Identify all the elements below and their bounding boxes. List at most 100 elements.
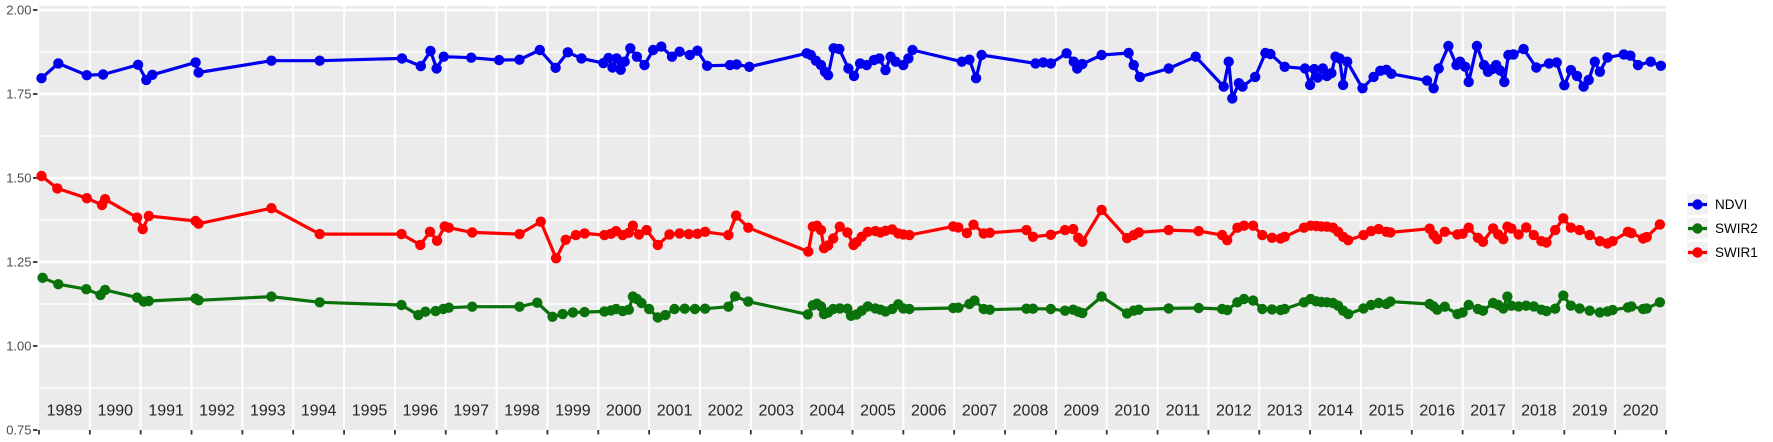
data-point — [1443, 40, 1454, 52]
data-point — [443, 302, 454, 313]
data-point — [99, 284, 111, 296]
data-point — [1528, 229, 1540, 241]
data-point — [1421, 75, 1433, 86]
data-point — [579, 306, 590, 318]
data-point — [81, 284, 92, 295]
data-point — [953, 302, 964, 313]
x-tick-label: 2003 — [758, 403, 794, 420]
data-point — [514, 301, 525, 312]
data-point — [904, 303, 915, 315]
data-point — [729, 291, 741, 302]
x-tick-label: 1999 — [555, 403, 591, 420]
data-point — [36, 170, 47, 182]
legend: NDVI SWIR2 SWIR1 — [1687, 194, 1758, 263]
data-point — [396, 299, 407, 311]
year-cell — [1260, 392, 1309, 428]
year-cell — [1565, 392, 1614, 428]
data-point — [193, 295, 204, 306]
data-point — [1133, 304, 1145, 315]
data-point — [1625, 50, 1636, 61]
data-point — [828, 233, 839, 244]
data-point — [631, 51, 643, 62]
legend-key-dot — [1692, 247, 1703, 258]
data-point — [1645, 56, 1656, 67]
year-cell — [1209, 392, 1258, 428]
data-point — [1077, 58, 1088, 70]
x-tick-label: 1991 — [148, 403, 184, 420]
data-point — [625, 43, 636, 54]
data-point — [1463, 222, 1474, 233]
data-point — [1357, 83, 1368, 94]
data-point — [1279, 303, 1290, 315]
data-point — [731, 59, 742, 70]
data-point — [1222, 235, 1233, 246]
data-point — [576, 53, 587, 64]
data-point — [443, 222, 454, 233]
data-point — [131, 212, 143, 223]
year-cell — [243, 392, 292, 428]
x-axis-strip: 1989 1990 1991 1992 1993 1994 1995 1996 1997 1998… — [40, 392, 1665, 428]
data-point — [266, 203, 277, 214]
data-point — [1583, 74, 1594, 86]
data-point — [1531, 62, 1542, 73]
data-point — [743, 296, 754, 307]
data-point — [669, 303, 680, 315]
data-point — [535, 216, 546, 227]
x-tick-label: 2006 — [911, 403, 947, 420]
data-point — [1279, 231, 1290, 242]
data-point — [1257, 229, 1268, 241]
data-point — [415, 60, 426, 72]
data-point — [1077, 307, 1088, 319]
data-point — [1096, 291, 1107, 302]
data-point — [1607, 304, 1618, 316]
data-point — [615, 64, 626, 76]
x-tick-label: 2009 — [1064, 403, 1100, 420]
data-point — [143, 210, 154, 222]
data-point — [968, 219, 979, 230]
data-point — [639, 59, 650, 71]
y-tick-label: 1.00 — [6, 339, 31, 354]
x-tick-label: 1993 — [250, 403, 286, 420]
y-tick-label: 1.75 — [6, 87, 31, 102]
data-point — [1477, 236, 1489, 247]
data-point — [1068, 223, 1079, 235]
data-point — [1266, 232, 1278, 243]
data-point — [1059, 305, 1071, 316]
data-point — [684, 49, 695, 61]
data-point — [314, 55, 325, 66]
data-point — [1247, 295, 1259, 306]
data-point — [643, 303, 655, 315]
data-point — [99, 194, 111, 205]
legend-key-dot — [1692, 223, 1703, 234]
data-point — [641, 224, 652, 236]
year-cell — [294, 392, 343, 428]
legend-key-dot — [1692, 199, 1703, 210]
data-point — [550, 62, 561, 73]
year-cell — [904, 392, 953, 428]
data-point — [603, 52, 614, 64]
year-cell — [1159, 392, 1207, 428]
series-line — [40, 174, 1662, 260]
data-point — [1077, 236, 1088, 247]
data-point — [1439, 301, 1451, 312]
data-point — [1265, 48, 1276, 60]
data-point — [1439, 226, 1451, 237]
x-tick-label: 2011 — [1166, 403, 1201, 420]
data-point — [1163, 63, 1174, 74]
data-point — [438, 51, 449, 62]
data-point — [1518, 43, 1529, 55]
data-point — [1558, 213, 1569, 224]
data-point — [424, 226, 436, 237]
data-point — [619, 56, 630, 67]
data-point — [834, 43, 845, 55]
data-point — [547, 311, 558, 322]
data-point — [570, 229, 582, 241]
data-point — [1574, 224, 1585, 236]
data-point — [534, 44, 545, 56]
data-point — [701, 60, 713, 71]
data-point — [1304, 79, 1316, 91]
x-tick-label: 2008 — [1013, 403, 1049, 420]
data-point — [623, 304, 634, 315]
year-cell — [1514, 392, 1563, 428]
